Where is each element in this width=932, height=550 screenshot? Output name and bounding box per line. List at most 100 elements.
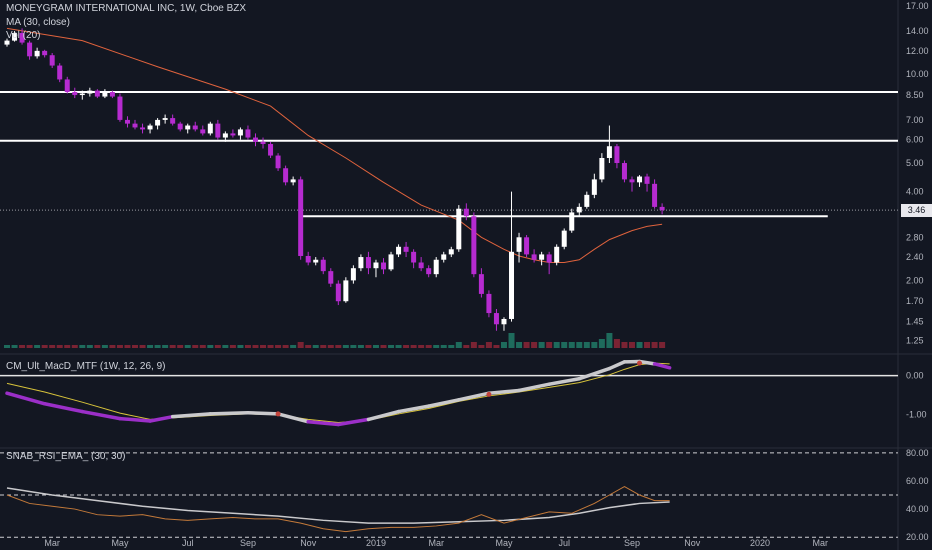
candle-body — [147, 125, 153, 130]
macd-line-segment — [208, 411, 250, 416]
macd-line-segment — [276, 412, 310, 424]
candle-body — [546, 254, 552, 263]
volume-bar — [561, 342, 568, 348]
macd-cross-marker — [486, 391, 492, 397]
candle-body — [260, 141, 266, 145]
candle-body — [486, 293, 492, 314]
candle-body — [584, 194, 590, 207]
ma-legend: MA (30, close) — [6, 17, 70, 28]
volume-bar — [139, 345, 146, 348]
volume-bar — [470, 342, 477, 348]
candle-body — [320, 259, 326, 272]
price-tick-label: 14.00 — [906, 26, 929, 36]
candle-body — [155, 119, 161, 126]
rsi-pane — [0, 452, 898, 538]
candle-body — [170, 118, 176, 124]
volume-bar — [207, 345, 214, 348]
volume-bar — [26, 345, 33, 348]
candle-body — [252, 137, 258, 142]
price-tick-label: 12.00 — [906, 46, 929, 56]
volume-bar — [350, 345, 357, 348]
volume-bar — [591, 342, 598, 348]
macd-tick-label: -1.00 — [906, 410, 927, 420]
candle-body — [411, 251, 417, 263]
volume-bar — [538, 342, 545, 348]
candle-body — [418, 262, 424, 269]
volume-bar — [49, 345, 56, 348]
candle-body — [87, 90, 93, 94]
volume-bar — [11, 345, 18, 348]
candle-body — [471, 216, 477, 275]
macd-line-segment — [42, 402, 85, 414]
candle-body — [177, 123, 183, 130]
candle-body — [426, 268, 432, 275]
volume-bar — [335, 345, 342, 348]
macd-line-segment — [637, 359, 657, 366]
candle-body — [478, 274, 484, 294]
volume-bar — [553, 342, 560, 348]
candle-body — [245, 129, 251, 138]
macd-line-segment — [118, 416, 152, 423]
volume-bar — [244, 345, 251, 348]
candle-body — [268, 144, 274, 156]
candle-body — [49, 55, 55, 66]
candle-body — [606, 146, 612, 158]
candle-body — [64, 79, 70, 93]
time-tick-label: Mar — [428, 538, 444, 548]
candle-body — [237, 129, 243, 136]
macd-line-segment — [396, 404, 431, 414]
rsi-tick-label: 60.00 — [906, 476, 929, 486]
volume-bar — [372, 345, 379, 348]
time-tick-label: Mar — [812, 538, 828, 548]
candle-body — [516, 237, 522, 252]
candle-body — [19, 32, 25, 43]
candle-body — [207, 123, 213, 134]
volume-bar — [34, 345, 41, 348]
candle-body — [79, 93, 85, 96]
volume-bar — [101, 345, 108, 348]
candle-body — [561, 230, 567, 247]
volume-bar — [531, 342, 538, 348]
candle-body — [456, 208, 462, 250]
volume-bar — [583, 342, 590, 348]
candle-body — [403, 246, 409, 252]
candle-body — [659, 206, 665, 211]
volume-bar — [576, 342, 583, 348]
volume-bar — [380, 345, 387, 348]
candle-body — [192, 125, 198, 130]
candle-body — [644, 176, 650, 184]
volume-bar — [94, 345, 101, 348]
price-tick-label: 2.00 — [906, 275, 924, 285]
volume-bar — [388, 345, 395, 348]
candle-body — [94, 90, 100, 97]
time-tick-label: Jul — [182, 538, 194, 548]
volume-bar — [305, 345, 312, 348]
volume-bar — [403, 345, 410, 348]
volume-bar — [606, 333, 613, 348]
volume-bar — [478, 345, 485, 348]
candle-body — [215, 123, 221, 138]
candle-body — [493, 313, 499, 325]
macd-line-segment — [652, 362, 672, 370]
candle-body — [34, 50, 40, 57]
volume-bar — [214, 345, 221, 348]
rsi-line — [6, 485, 670, 533]
volume-bar — [357, 345, 364, 348]
time-tick-label: 2019 — [366, 538, 386, 548]
candle-body — [599, 157, 605, 180]
price-tick-label: 5.00 — [906, 158, 924, 168]
price-tick-label: 1.70 — [906, 296, 924, 306]
volume-bar — [440, 345, 447, 348]
candle-body — [591, 179, 597, 195]
candle-body — [509, 251, 515, 319]
macd-line-segment — [80, 409, 122, 421]
volume-bar — [147, 345, 154, 348]
macd-line-segment — [170, 412, 213, 419]
candle-body — [441, 254, 447, 260]
candle-body — [539, 254, 545, 260]
price-candles — [4, 28, 665, 331]
volume-bar — [463, 345, 470, 348]
candle-body — [313, 259, 319, 263]
candle-body — [275, 155, 281, 169]
volume-bar — [500, 342, 507, 348]
